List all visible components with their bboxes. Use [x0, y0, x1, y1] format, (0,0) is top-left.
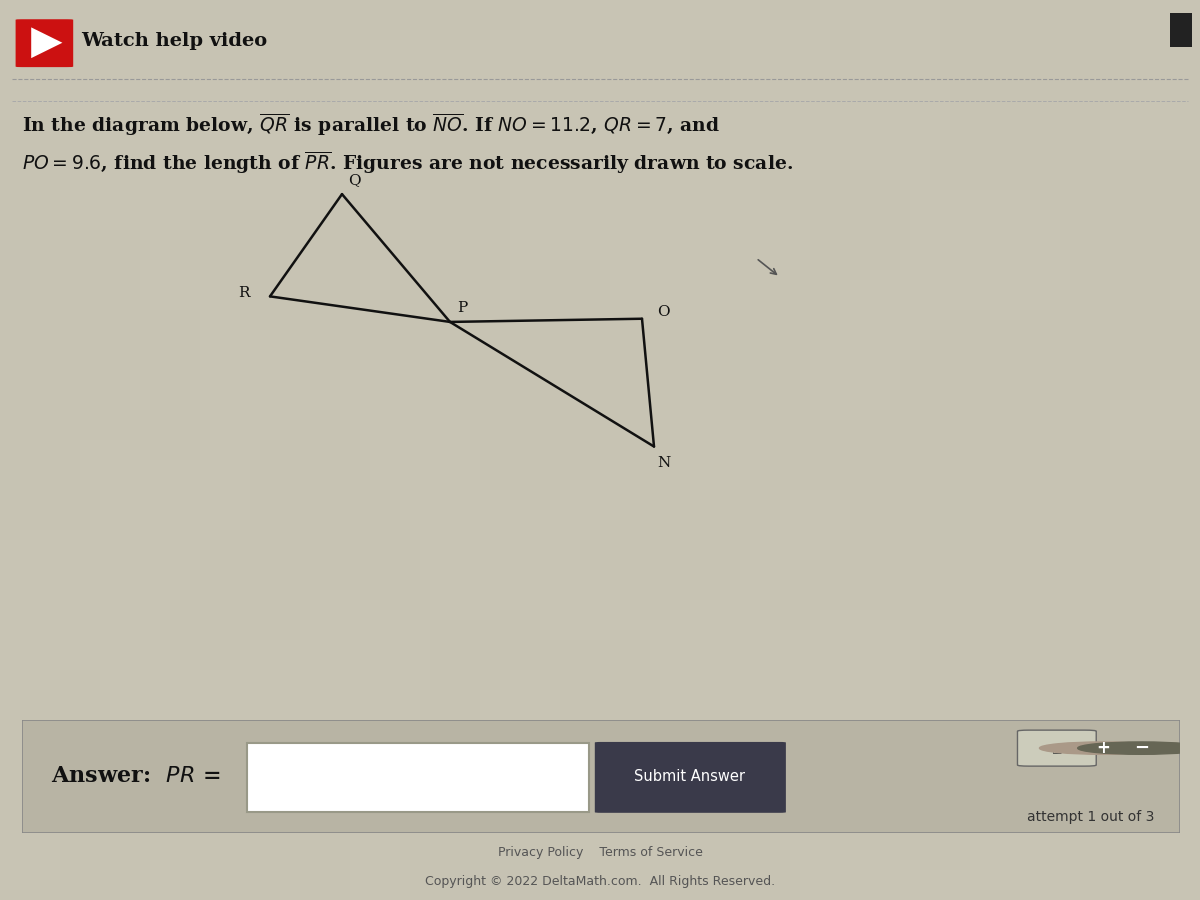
- Circle shape: [1039, 742, 1166, 754]
- Text: In the diagram below, $\overline{QR}$ is parallel to $\overline{NO}$. If $NO = 1: In the diagram below, $\overline{QR}$ is…: [22, 111, 719, 138]
- Text: +: +: [1097, 739, 1110, 757]
- Text: Q: Q: [348, 173, 360, 187]
- FancyBboxPatch shape: [595, 742, 786, 813]
- Text: Submit Answer: Submit Answer: [635, 769, 745, 784]
- Text: ▤: ▤: [1051, 743, 1062, 753]
- Text: Privacy Policy    Terms of Service: Privacy Policy Terms of Service: [498, 846, 702, 860]
- FancyBboxPatch shape: [22, 720, 1180, 832]
- Text: O: O: [658, 305, 670, 320]
- Text: Watch help video: Watch help video: [82, 32, 268, 50]
- FancyBboxPatch shape: [247, 742, 589, 812]
- Bar: [1170, 13, 1192, 47]
- Text: P: P: [457, 301, 467, 315]
- FancyBboxPatch shape: [1018, 730, 1097, 766]
- Circle shape: [1078, 742, 1200, 754]
- Text: N: N: [656, 455, 671, 470]
- Text: attempt 1 out of 3: attempt 1 out of 3: [1027, 809, 1154, 824]
- Text: Answer:  $PR$ =: Answer: $PR$ =: [50, 765, 221, 788]
- Text: R: R: [238, 286, 250, 301]
- Text: $PO = 9.6$, find the length of $\overline{PR}$. Figures are not necessarily draw: $PO = 9.6$, find the length of $\overlin…: [22, 149, 793, 176]
- Text: −: −: [1134, 739, 1148, 757]
- Polygon shape: [31, 27, 62, 58]
- Text: Copyright © 2022 DeltaMath.com.  All Rights Reserved.: Copyright © 2022 DeltaMath.com. All Righ…: [425, 875, 775, 887]
- FancyBboxPatch shape: [16, 19, 73, 68]
